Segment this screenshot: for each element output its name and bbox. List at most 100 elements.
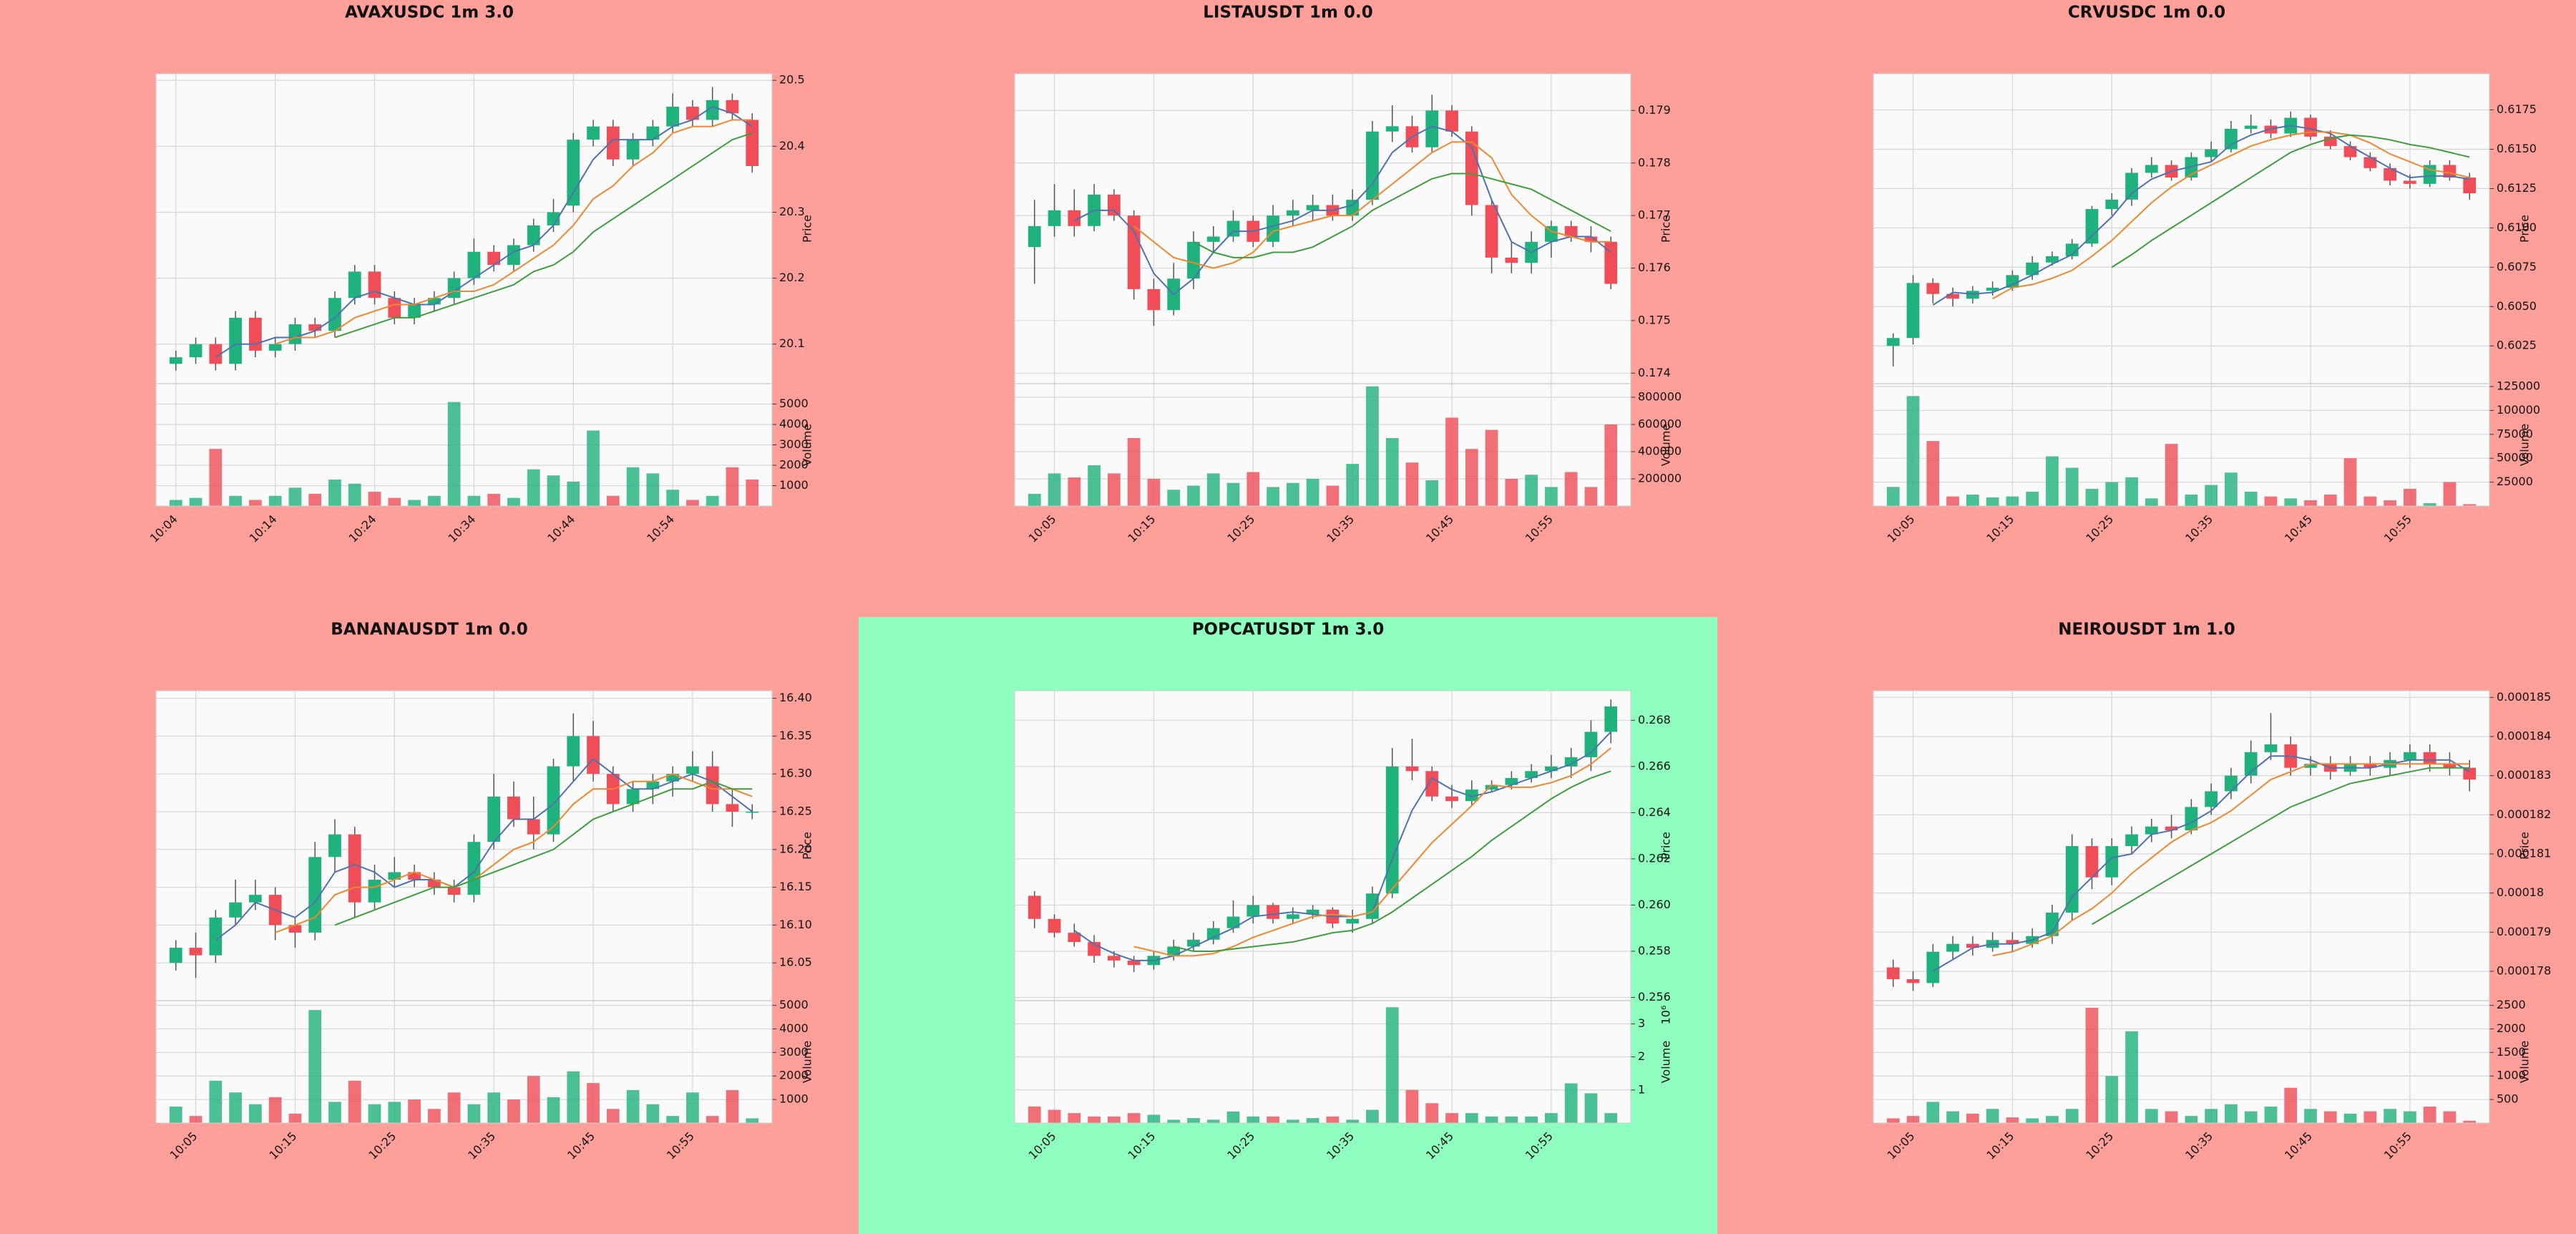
candle-body <box>447 887 461 895</box>
plot-area <box>156 74 772 506</box>
volume-bar <box>2244 491 2258 506</box>
volume-bar <box>1966 494 1979 506</box>
candle-body <box>1226 916 1240 928</box>
y-tick-label: 16.25 <box>779 804 812 817</box>
candle-body <box>2006 940 2019 944</box>
volume-axis-label: Volume <box>1659 424 1673 467</box>
candle-body <box>2264 125 2278 134</box>
volume-bar <box>388 1102 401 1123</box>
candle-body <box>2463 767 2477 780</box>
volume-bar <box>1425 1103 1439 1123</box>
volume-bar <box>1946 1111 1959 1123</box>
volume-bar <box>626 467 640 506</box>
candle-body <box>1048 918 1061 933</box>
volume-bar <box>2105 1076 2119 1123</box>
volume-bar <box>686 1092 699 1123</box>
chart-title: NEIROUSDT 1m 1.0 <box>2058 621 2235 639</box>
volume-bar <box>1465 1113 1478 1123</box>
candle-body <box>2304 117 2317 137</box>
candle-body <box>368 271 381 298</box>
candle-body <box>248 895 262 903</box>
y-tick-label: 16.40 <box>779 691 812 704</box>
y-tick-label: 0.179 <box>1638 103 1671 117</box>
volume-bar <box>2304 1109 2317 1123</box>
plot-frame <box>1873 690 2490 1124</box>
candle-body <box>368 880 381 903</box>
volume-bar <box>1088 465 1101 506</box>
candle-body <box>666 774 680 782</box>
volume-bar <box>1048 1109 1061 1123</box>
volume-bar <box>2145 498 2158 506</box>
volume-bar <box>1267 487 1279 506</box>
candle-body <box>2185 807 2198 831</box>
volume-bar <box>388 497 401 506</box>
volume-bar <box>606 495 620 506</box>
candle-body <box>1028 225 1041 248</box>
moving-average <box>1992 763 2470 957</box>
candle-body <box>2105 199 2119 210</box>
candle-body <box>1946 943 1959 952</box>
volume-bar <box>527 1076 540 1123</box>
volume-bar <box>1946 496 1959 506</box>
volume-bar <box>726 467 739 506</box>
volume-bar <box>2343 458 2357 506</box>
volume-bar <box>1505 1116 1518 1123</box>
candle-body <box>1267 905 1279 919</box>
volume-bar <box>268 1097 282 1123</box>
y-tick-label: 200000 <box>1638 472 1682 485</box>
candle-body <box>587 126 600 140</box>
candle-body <box>1505 777 1518 785</box>
candle-body <box>308 324 322 331</box>
y-tick-label: 2000 <box>2497 1021 2526 1035</box>
candle-body <box>706 99 719 120</box>
volume-bar <box>1107 1116 1121 1123</box>
plot-area <box>156 691 772 1123</box>
y-tick-label: 0.000178 <box>2497 963 2551 977</box>
moving-average <box>2092 767 2470 926</box>
candle-body <box>2006 275 2019 288</box>
volume-bar <box>2463 1120 2477 1123</box>
moving-average <box>1992 131 2470 300</box>
candle-body <box>547 766 560 835</box>
candle-body <box>686 107 699 120</box>
candle-body <box>2145 826 2158 835</box>
candle-body <box>686 766 699 774</box>
volume-bar <box>2244 1111 2258 1123</box>
y-tick-label: 0.174 <box>1638 366 1671 379</box>
plot-area <box>1873 691 2489 1123</box>
volume-bar <box>1147 479 1161 506</box>
volume-bar <box>427 495 441 506</box>
candle-body <box>1465 790 1478 802</box>
y-tick-label: 2 <box>1638 1049 1645 1063</box>
y-tick-label: 1000 <box>779 478 809 492</box>
y-tick-label: 16.15 <box>779 880 812 893</box>
candle-body <box>1346 200 1360 216</box>
candle-body <box>1564 225 1578 237</box>
y-tick-label: 0.6100 <box>2497 220 2537 234</box>
y-tick-label: 1000 <box>779 1092 809 1106</box>
y-tick-label: 0.6150 <box>2497 142 2537 155</box>
volume-bar <box>2384 500 2397 506</box>
candle-body <box>666 107 680 127</box>
candle-body <box>606 126 620 160</box>
candle-body <box>527 225 540 246</box>
candle-body <box>1147 288 1161 311</box>
volume-bar <box>2423 502 2436 506</box>
y-tick-label: 4000 <box>779 1021 809 1035</box>
moving-average <box>275 119 753 345</box>
volume-bar <box>2463 504 2477 506</box>
volume-bar <box>1286 1119 1299 1123</box>
candle-body <box>408 304 421 318</box>
volume-bar <box>487 493 501 506</box>
volume-bar <box>2384 1109 2397 1123</box>
candle-body <box>567 140 580 206</box>
y-tick-label: 0.000183 <box>2497 768 2551 782</box>
candle-body <box>1107 956 1121 961</box>
candle-body <box>1068 210 1081 226</box>
chart-panel: CRVUSDC 1m 0.0 0.6025 0.6050 0.6075 0.6100 0.… <box>1717 0 2576 617</box>
candle-body <box>288 324 302 344</box>
y-tick-label: 0.264 <box>1638 805 1671 819</box>
candle-body <box>1246 905 1260 917</box>
candle-body <box>507 796 520 820</box>
volume-bar <box>1886 1118 1900 1123</box>
